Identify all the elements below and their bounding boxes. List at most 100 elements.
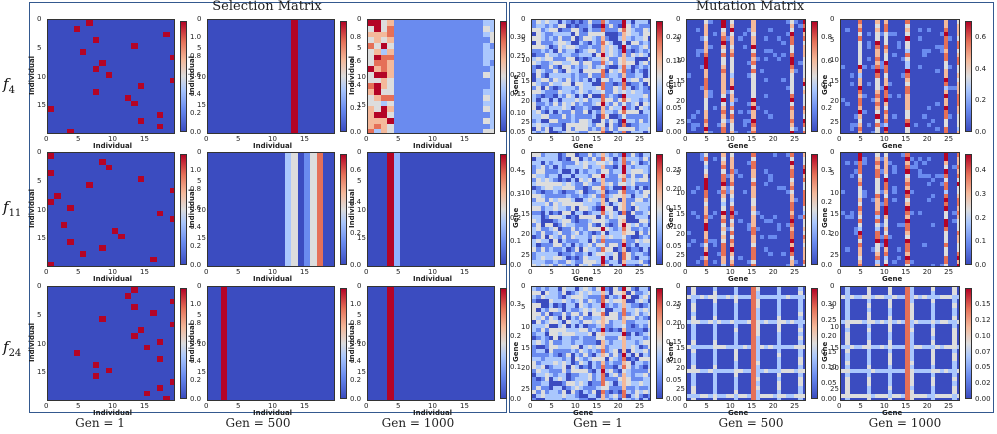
cell <box>438 43 446 50</box>
cell <box>400 25 407 32</box>
cell <box>609 98 614 103</box>
cell <box>583 24 589 29</box>
cell <box>464 54 471 61</box>
colorbar <box>340 154 347 265</box>
cell <box>532 32 537 37</box>
cell <box>777 24 782 29</box>
cell <box>457 54 465 61</box>
cell <box>464 31 471 38</box>
cell <box>374 123 382 130</box>
cell <box>712 48 718 54</box>
cell <box>622 110 627 115</box>
cell <box>622 106 627 111</box>
colorbar-tick-label: 0.15 <box>510 90 526 99</box>
cell <box>725 28 731 33</box>
cell <box>438 25 446 32</box>
gen-label-sel-500: Gen = 500 <box>225 416 291 430</box>
cell <box>630 98 636 103</box>
y-tick-label: 25 <box>676 117 685 126</box>
cell <box>532 56 537 62</box>
cell <box>549 114 554 120</box>
heatmap-1-4 <box>686 152 806 267</box>
cell <box>622 114 627 120</box>
row-label-f24: f24 <box>3 338 22 359</box>
x-tick-label: 15 <box>460 135 469 143</box>
cell <box>647 77 650 83</box>
cell <box>438 89 446 96</box>
cell <box>368 117 375 124</box>
cell <box>587 56 593 62</box>
cell <box>80 48 87 55</box>
y-tick-label: 5 <box>676 168 681 177</box>
cell <box>483 60 491 67</box>
cell <box>643 126 649 132</box>
cell <box>562 40 567 46</box>
cell <box>483 83 491 90</box>
colorbar-tick-label: 1.0 <box>190 166 202 175</box>
cell <box>532 81 537 87</box>
y-tick-label: 25 <box>521 250 530 259</box>
cell <box>634 110 640 115</box>
cell <box>634 114 640 120</box>
cell <box>464 25 471 32</box>
cell <box>457 31 465 38</box>
cell <box>536 106 542 111</box>
cell <box>169 54 174 61</box>
cell <box>579 52 584 58</box>
x-tick-label: 15 <box>592 135 602 143</box>
cell <box>536 56 542 62</box>
cell <box>639 98 644 103</box>
cell <box>544 85 550 91</box>
cell <box>566 110 572 115</box>
cell <box>557 81 563 87</box>
cell <box>789 32 795 37</box>
cell <box>562 20 567 25</box>
cell <box>470 71 478 78</box>
cell <box>717 52 722 58</box>
cell <box>470 106 478 113</box>
cell <box>622 28 627 33</box>
cell <box>489 94 494 101</box>
cell <box>630 77 636 83</box>
cell <box>617 102 623 107</box>
cell <box>583 85 589 91</box>
cell <box>647 89 650 95</box>
cell <box>643 89 649 95</box>
cell <box>549 48 554 54</box>
cell <box>747 40 752 46</box>
cell <box>592 52 597 58</box>
y-tick-label: 5 <box>521 35 526 44</box>
cell <box>374 89 382 96</box>
cell <box>734 36 739 42</box>
cell <box>617 48 623 54</box>
cell <box>451 31 459 38</box>
cell <box>105 71 112 78</box>
x-tick-label: 15 <box>460 268 469 276</box>
x-tick-label: 0 <box>528 268 533 276</box>
cell <box>609 24 614 29</box>
cell <box>734 32 739 37</box>
cell <box>476 20 484 27</box>
cell <box>574 85 580 91</box>
cell <box>604 93 610 99</box>
x-tick-label: 25 <box>635 135 645 143</box>
cell <box>553 73 559 78</box>
cell <box>626 40 632 46</box>
cell <box>464 100 471 107</box>
row-label-f11: f11 <box>3 198 22 219</box>
cell <box>643 40 649 46</box>
y-tick-label: 10 <box>521 56 530 65</box>
colorbar-tick-label: 0.25 <box>510 52 526 61</box>
cell <box>553 81 559 87</box>
cell <box>400 117 407 124</box>
cell <box>617 44 623 50</box>
colorbar-tick-label: 0.4 <box>975 64 987 73</box>
cell <box>759 48 765 54</box>
x-tick-label: 5 <box>236 268 241 276</box>
cell <box>613 61 619 66</box>
cell <box>544 122 550 128</box>
y-tick-label: 5 <box>521 168 526 177</box>
cell <box>444 48 452 55</box>
cell <box>794 40 799 46</box>
cell <box>432 89 439 96</box>
